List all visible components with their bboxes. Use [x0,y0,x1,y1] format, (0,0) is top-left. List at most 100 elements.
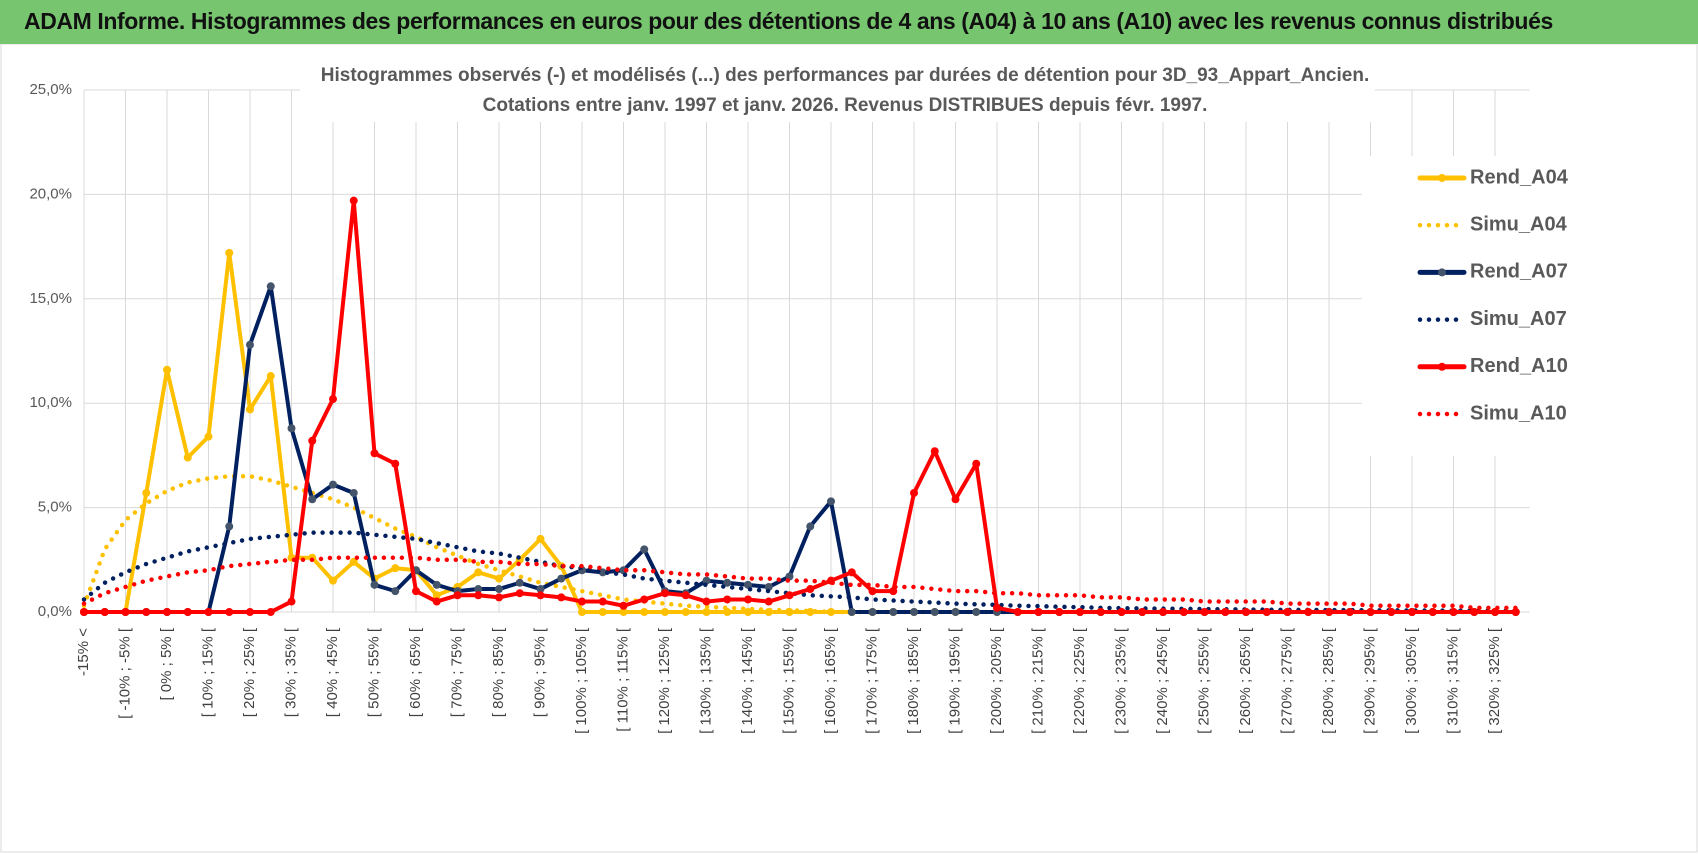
point [266,282,275,291]
point [1345,608,1354,616]
point [536,585,545,594]
point [142,488,151,497]
point [640,608,649,616]
point [391,459,400,468]
point [744,595,752,604]
point [951,608,960,616]
point [578,608,586,616]
point [557,574,566,583]
model-line [81,555,1518,611]
point [1034,608,1043,616]
x-tick-label: [ 200% ; 205% [ [988,627,1005,734]
point [1117,608,1126,616]
point [246,608,254,616]
point [370,449,379,458]
x-tick-label: [ 310% ; 315% [ [1444,627,1461,734]
point [764,582,773,591]
x-tick-label: [ 210% ; 215% [ [1029,627,1046,734]
x-tick-label: [ 0% ; 5% [ [158,627,175,700]
point [702,597,711,606]
x-tick-label: [ 230% ; 235% [ [1112,627,1129,734]
point [1470,608,1479,616]
x-tick-label: [ 120% ; 125% [ [656,627,673,734]
point [121,608,130,616]
point [806,522,815,531]
point [308,436,317,445]
legend-label: Simu_A04 [1470,213,1568,235]
model-line [81,530,1518,614]
point [80,608,88,616]
y-tick-label: 20,0% [29,185,72,202]
point [329,576,337,585]
point [474,568,483,577]
observed-line [82,198,1518,614]
point [578,597,586,606]
point [1138,608,1147,616]
x-tick-label: [ 60% ; 65% [ [407,627,424,717]
point [515,589,524,598]
point [598,597,607,606]
x-tick-label: [ 270% ; 275% [ [1278,627,1295,734]
x-tick-label: [ 300% ; 305% [ [1403,627,1420,734]
x-tick-label: [ 70% ; 75% [ [448,627,465,717]
point [1366,608,1375,616]
legend: Rend_A04 Simu_A04 Rend_A07 Simu_A07 Rend_A10… [1417,166,1569,424]
point [744,608,752,616]
legend-label: Rend_A04 [1470,166,1569,188]
point [557,593,566,602]
point [785,591,794,600]
point [329,480,337,489]
point [391,587,400,596]
point [349,557,358,566]
x-tick-label: [ 280% ; 285% [ [1320,627,1337,734]
point [1449,608,1458,616]
point [972,608,981,616]
point [1262,608,1271,616]
point [1013,608,1022,616]
legend-marker [1438,174,1446,182]
point [142,608,151,616]
point [598,568,607,577]
point [100,608,109,616]
point [1387,608,1396,616]
point [681,591,690,600]
x-tick-label: [ 250% ; 255% [ [1195,627,1212,734]
point [474,591,483,600]
point [910,488,918,497]
x-tick-label: [ 90% ; 95% [ [531,627,548,717]
point [163,608,171,616]
x-tick-label: [ 160% ; 165% [ [822,627,839,734]
x-tick-label: [ 10% ; 15% [ [199,627,216,717]
x-tick-label: [ 150% ; 155% [ [780,627,797,734]
x-tick-label: [ 40% ; 45% [ [324,627,341,717]
y-tick-label: 15,0% [29,290,72,307]
x-tick-label: [ 170% ; 175% [ [863,627,880,734]
x-tick-label: [ 190% ; 195% [ [946,627,963,734]
legend-box [1362,156,1602,456]
point [329,395,337,404]
point [1096,608,1105,616]
point [930,608,939,616]
legend-label: Rend_A07 [1470,261,1568,283]
x-tick-label: [ 30% ; 35% [ [282,627,299,717]
point [993,603,1001,612]
legend-label: Simu_A07 [1470,308,1567,330]
x-tick-label: [ 320% ; 325% [ [1486,627,1503,734]
x-tick-label: -15% < [75,628,92,676]
point [1076,608,1084,616]
point [889,608,898,616]
banner: ADAM Informe. Histogrammes des performan… [0,0,1698,44]
point [640,545,649,554]
point [1179,608,1188,616]
point [204,608,213,616]
point [370,580,379,589]
x-tick-label: [ 50% ; 55% [ [365,627,382,717]
point [391,564,400,573]
point [1511,608,1520,616]
point [764,597,773,606]
point [681,608,690,616]
legend-label: Rend_A10 [1470,355,1568,377]
point [847,608,856,616]
point [204,432,213,441]
